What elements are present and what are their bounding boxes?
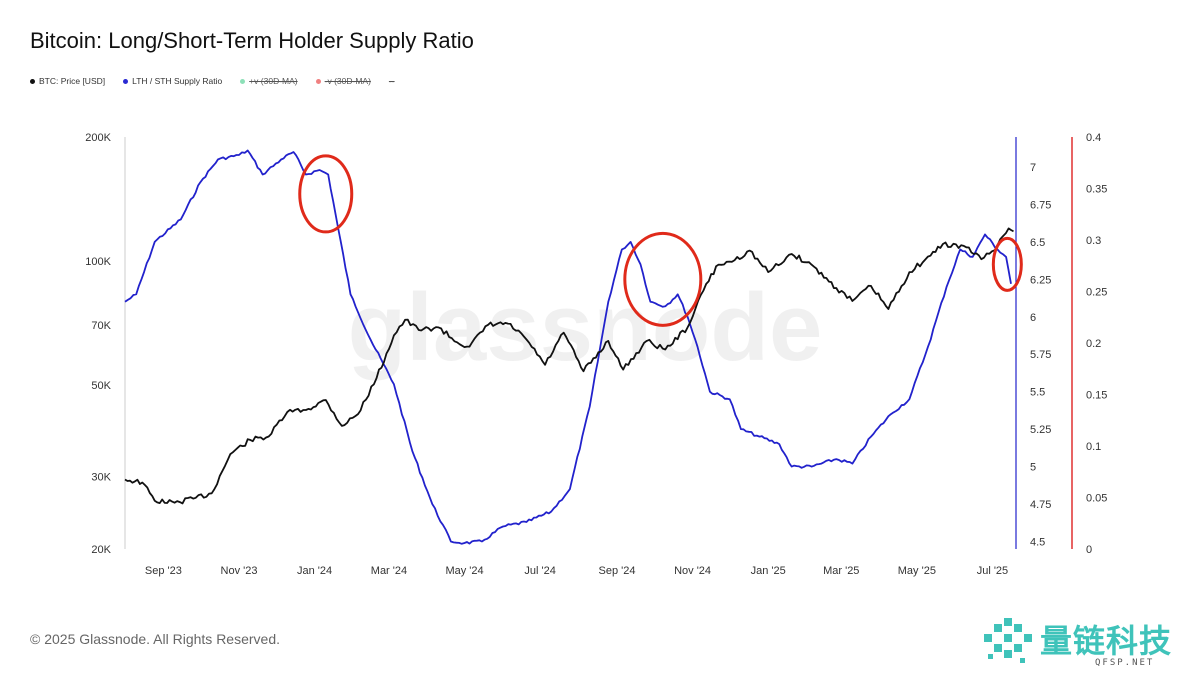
left-axis-tick-label: 30K [91, 471, 111, 483]
x-axis-tick-label: Sep '24 [598, 565, 635, 577]
left-axis-tick-label: 200K [85, 132, 111, 144]
legend-item[interactable]: -v (30D-MA) [315, 76, 371, 86]
series-line-lth-sth-ratio [124, 149, 1012, 545]
x-axis-tick-label: Nov '23 [221, 565, 258, 577]
x-axis-tick-label: May '24 [445, 565, 483, 577]
ratio-axis-tick-label: 6.25 [1030, 274, 1051, 286]
ratio-axis-tick-label: 5.75 [1030, 349, 1051, 361]
left-axis-tick-label: 50K [91, 380, 111, 392]
series-line-btc-price [124, 227, 1014, 505]
legend-color-dot [30, 78, 35, 84]
ratio-axis-tick-label: 6.75 [1030, 199, 1051, 211]
legend-color-dot [315, 78, 321, 84]
right-axis-tick-label: 0.1 [1086, 441, 1101, 453]
left-axis-tick-label: 70K [91, 320, 111, 332]
x-axis-tick-label: May '25 [898, 565, 936, 577]
x-axis-tick-label: Jul '24 [524, 565, 555, 577]
legend-item[interactable]: +v (30D-MA) [240, 76, 298, 86]
chart-legend: BTC: Price [USD] LTH / STH Supply Ratio +v… [30, 76, 395, 86]
highlight-circle [298, 154, 354, 234]
ratio-axis-tick-label: 5.5 [1030, 387, 1045, 399]
x-axis-tick-label: Mar '24 [371, 565, 407, 577]
x-axis-tick-label: Jan '24 [297, 565, 332, 577]
ratio-axis-tick-label: 5 [1030, 462, 1036, 474]
watermark: glassnode [348, 274, 823, 381]
legend-label: BTC: Price [USD] [39, 76, 106, 86]
right-axis-tick-label: 0.15 [1086, 390, 1107, 402]
right-axis-tick-label: 0.3 [1086, 235, 1101, 247]
ratio-axis-tick-label: 7 [1030, 162, 1036, 174]
highlight-circle [623, 231, 703, 327]
legend-label: -- [388, 76, 395, 86]
brand-icon [984, 618, 1032, 663]
legend-label: LTH / STH Supply Ratio [132, 76, 223, 86]
x-axis-tick-label: Jan '25 [751, 565, 786, 577]
ratio-axis-tick-label: 4.75 [1030, 499, 1051, 511]
right-axis-tick-label: 0 [1086, 544, 1092, 556]
ratio-axis-tick-label: 4.5 [1030, 537, 1045, 549]
right-axis-tick-label: 0.25 [1086, 287, 1107, 299]
brand-domain: QFSP.NET [1095, 658, 1155, 668]
left-axis-tick-label: 20K [91, 544, 111, 556]
right-axis-tick-label: 0.35 [1086, 184, 1107, 196]
legend-label: -v (30D-MA) [324, 76, 371, 86]
right-axis-tick-label: 0.05 [1086, 493, 1107, 505]
left-axis-tick-label: 100K [85, 256, 111, 268]
right-axis-tick-label: 0.2 [1086, 338, 1101, 350]
legend-color-dot [240, 78, 246, 84]
x-axis-tick-label: Sep '23 [145, 565, 182, 577]
x-axis-tick-label: Mar '25 [823, 565, 859, 577]
ratio-axis-tick-label: 5.25 [1030, 424, 1051, 436]
brand-logo: 量链科技 QFSP.NET [980, 612, 1190, 672]
highlight-circle [991, 236, 1023, 292]
x-axis-tick-label: Jul '25 [977, 565, 1008, 577]
legend-label: +v (30D-MA) [249, 76, 298, 86]
ratio-axis-tick-label: 6 [1030, 312, 1036, 324]
x-axis-tick-label: Nov '24 [674, 565, 711, 577]
ratio-axis-tick-label: 6.5 [1030, 237, 1045, 249]
legend-item[interactable]: BTC: Price [USD] [30, 76, 105, 86]
brand-name: 量链科技 [1040, 622, 1173, 660]
right-axis-tick-label: 0.4 [1086, 132, 1101, 144]
copyright-footer: © 2025 Glassnode. All Rights Reserved. [30, 631, 281, 647]
legend-color-dot [123, 78, 129, 84]
legend-item[interactable]: -- [389, 76, 395, 86]
legend-item[interactable]: LTH / STH Supply Ratio [123, 76, 222, 86]
chart-title: Bitcoin: Long/Short-Term Holder Supply R… [30, 28, 474, 53]
